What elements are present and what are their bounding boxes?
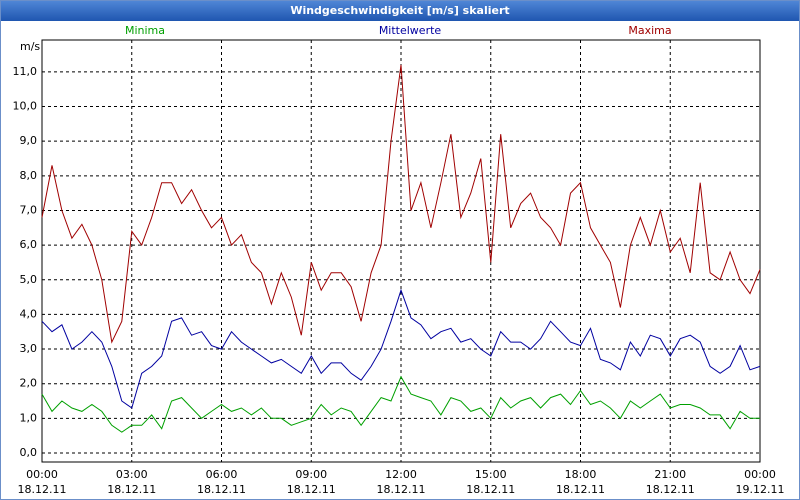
x-tick-label: 18.12.11: [287, 483, 336, 496]
x-tick-label: 06:00: [206, 468, 238, 481]
x-tick-label: 03:00: [116, 468, 148, 481]
x-tick-label: 18.12.11: [18, 483, 67, 496]
y-tick-label: 2,0: [20, 377, 38, 390]
y-axis-label: m/s: [20, 40, 40, 53]
x-tick-label: 12:00: [385, 468, 417, 481]
x-tick-label: 21:00: [654, 468, 686, 481]
x-tick-label: 18:00: [565, 468, 597, 481]
y-tick-label: 6,0: [20, 238, 38, 251]
x-tick-label: 18.12.11: [377, 483, 426, 496]
y-tick-label: 10,0: [13, 100, 38, 113]
y-tick-label: 1,0: [20, 411, 38, 424]
x-tick-label: 15:00: [475, 468, 507, 481]
y-tick-label: 0,0: [20, 446, 38, 459]
x-tick-label: 18.12.11: [107, 483, 156, 496]
y-tick-label: 5,0: [20, 273, 38, 286]
series-line: [41, 288, 761, 409]
y-tick-label: 8,0: [20, 169, 38, 182]
legend-entry: Minima: [125, 24, 165, 37]
legend-entry: Maxima: [628, 24, 671, 37]
x-tick-label: 09:00: [295, 468, 327, 481]
legend-entry: Mittelwerte: [379, 24, 442, 37]
x-tick-label: 19.12.11: [736, 483, 785, 496]
x-tick-label: 00:00: [744, 468, 776, 481]
x-tick-label: 18.12.11: [466, 483, 515, 496]
y-tick-label: 7,0: [20, 203, 38, 216]
y-tick-label: 4,0: [20, 307, 38, 320]
x-tick-label: 18.12.11: [197, 483, 246, 496]
x-tick-label: 18.12.11: [556, 483, 605, 496]
y-tick-label: 3,0: [20, 342, 38, 355]
y-tick-label: 9,0: [20, 134, 38, 147]
series-line: [41, 64, 761, 344]
title-bar: [1, 1, 799, 21]
y-tick-label: 11,0: [13, 65, 38, 78]
x-tick-label: 18.12.11: [646, 483, 695, 496]
series-line: [41, 375, 760, 433]
x-tick-label: 00:00: [26, 468, 58, 481]
chart-title: Windgeschwindigkeit [m/s] skaliert: [290, 4, 509, 17]
